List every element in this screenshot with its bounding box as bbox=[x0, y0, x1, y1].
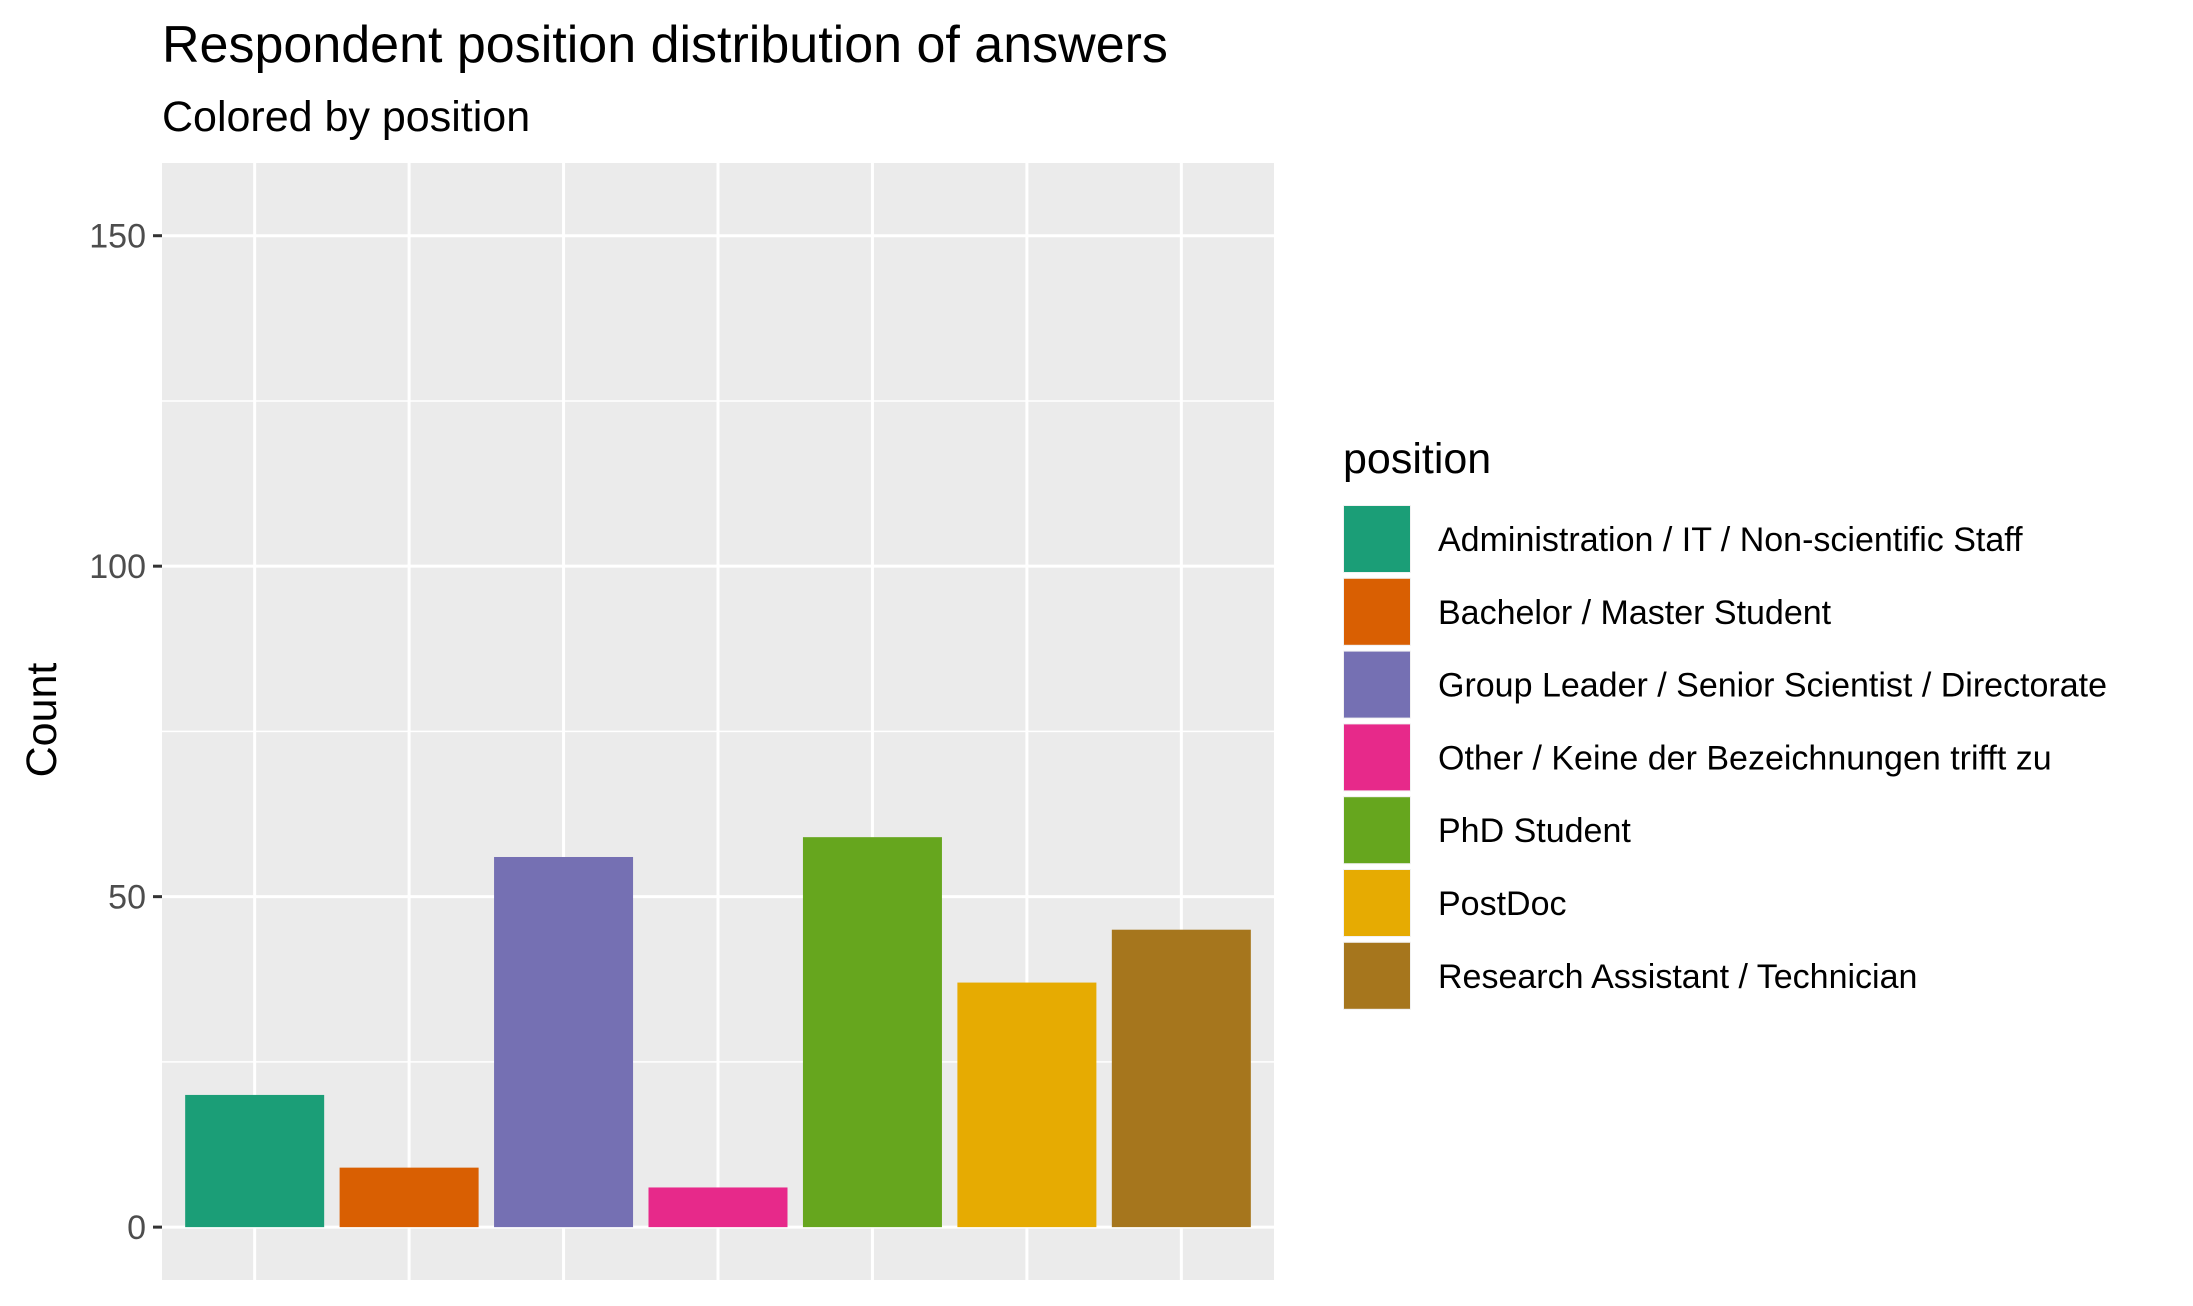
legend-label: Research Assistant / Technician bbox=[1438, 958, 1917, 996]
legend-swatch bbox=[1344, 797, 1410, 864]
bar bbox=[1111, 929, 1251, 1228]
legend-title: position bbox=[1343, 435, 1491, 483]
bar bbox=[957, 982, 1097, 1228]
legend-swatch bbox=[1344, 724, 1410, 791]
bar bbox=[494, 856, 634, 1228]
y-axis: 0 50 100 150 bbox=[89, 218, 162, 1247]
y-tick-label: 0 bbox=[127, 1209, 146, 1247]
legend: position Administration / IT / Non-scien… bbox=[1343, 435, 2107, 1010]
legend-label: PostDoc bbox=[1438, 885, 1567, 923]
y-tick-label: 150 bbox=[89, 218, 146, 256]
chart-title: Respondent position distribution of answ… bbox=[162, 16, 1168, 74]
legend-label: Other / Keine der Bezeichnungen trifft z… bbox=[1438, 739, 2052, 777]
bars bbox=[185, 837, 1251, 1228]
legend-label: Administration / IT / Non-scientific Sta… bbox=[1438, 521, 2023, 559]
bar bbox=[802, 837, 942, 1228]
y-axis-title: Count bbox=[18, 663, 66, 778]
legend-swatch bbox=[1344, 651, 1410, 718]
legend-label: PhD Student bbox=[1438, 812, 1631, 850]
y-tick-label: 50 bbox=[108, 879, 146, 917]
bar bbox=[648, 1187, 788, 1228]
legend-swatch bbox=[1344, 578, 1410, 645]
chart-subtitle: Colored by position bbox=[162, 93, 530, 141]
legend-swatch bbox=[1344, 942, 1410, 1009]
legend-swatch bbox=[1344, 870, 1410, 936]
legend-swatch bbox=[1344, 506, 1410, 572]
bar bbox=[185, 1094, 325, 1228]
y-tick-label: 100 bbox=[89, 548, 146, 586]
bar bbox=[339, 1167, 479, 1228]
legend-label: Bachelor / Master Student bbox=[1438, 594, 1832, 632]
legend-label: Group Leader / Senior Scientist / Direct… bbox=[1438, 667, 2107, 705]
